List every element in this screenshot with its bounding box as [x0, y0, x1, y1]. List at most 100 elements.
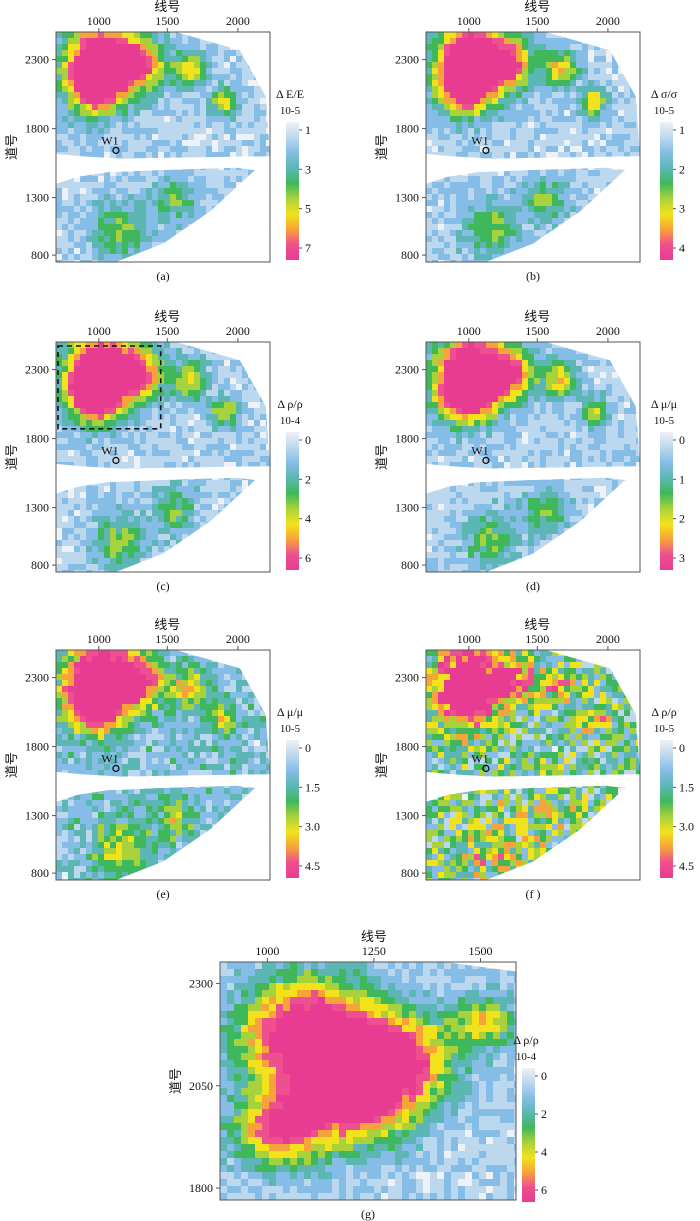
y-tick-label: 1800 [25, 740, 49, 754]
panel-caption: (c) [156, 579, 169, 593]
panel-e-heatmap [56, 650, 272, 884]
x-tick-label: 1500 [525, 14, 549, 28]
colorbar-exponent: 10-5 [280, 723, 301, 735]
y-tick-label: 2050 [189, 1079, 213, 1093]
colorbar [522, 1068, 535, 1202]
x-tick-label: 1000 [255, 944, 279, 958]
x-tick-label: 1000 [457, 632, 481, 646]
colorbar-tick-label: 0 [541, 1069, 547, 1083]
colorbar-tick-label: 4 [541, 1145, 547, 1159]
x-tick-label: 2000 [226, 14, 250, 28]
colorbar [286, 740, 299, 878]
panel-caption: (a) [156, 269, 169, 283]
colorbar [286, 432, 299, 570]
well-label: W1 [101, 443, 118, 457]
y-tick-label: 2300 [25, 53, 49, 67]
colorbar-tick-label: 4 [679, 241, 685, 255]
colorbar-tick-label: 3 [679, 551, 685, 565]
y-tick-label: 1300 [395, 191, 419, 205]
colorbar-tick-label: 3 [305, 162, 311, 176]
y-axis-label: 道号 [374, 134, 389, 160]
well-label: W1 [101, 133, 118, 147]
x-axis-label: 线号 [154, 0, 180, 14]
y-tick-label: 1300 [395, 501, 419, 515]
y-axis-label: 道号 [168, 1068, 183, 1094]
x-axis-label: 线号 [524, 617, 550, 632]
panel-d-heatmap [426, 342, 642, 576]
y-tick-label: 1800 [395, 740, 419, 754]
x-tick-label: 1500 [155, 14, 179, 28]
colorbar-tick-label: 3.0 [305, 820, 320, 834]
x-axis-label: 线号 [154, 309, 180, 324]
panel-a-heatmap [56, 32, 272, 266]
colorbar-tick-label: 1 [679, 472, 685, 486]
well-label: W1 [101, 751, 118, 765]
colorbar-title: Δ ρ/ρ [277, 397, 302, 411]
colorbar-tick-label: 0 [305, 433, 311, 447]
y-tick-label: 800 [31, 866, 49, 880]
x-tick-label: 1500 [525, 324, 549, 338]
colorbar-tick-label: 1 [305, 123, 311, 137]
y-tick-label: 2300 [395, 671, 419, 685]
colorbar-tick-label: 2 [305, 472, 311, 486]
x-tick-label: 2000 [596, 324, 620, 338]
y-axis-label: 道号 [374, 444, 389, 470]
y-tick-label: 2300 [395, 53, 419, 67]
x-axis-label: 线号 [154, 617, 180, 632]
colorbar-tick-label: 6 [541, 1183, 547, 1197]
panel-caption: (e) [156, 887, 169, 901]
colorbar-title: Δ E/E [276, 87, 304, 101]
colorbar-title: Δ σ/σ [651, 87, 678, 101]
y-tick-label: 1800 [189, 1181, 213, 1195]
y-tick-label: 1800 [395, 432, 419, 446]
colorbar-tick-label: 2 [679, 162, 685, 176]
y-tick-label: 800 [401, 558, 419, 572]
colorbar-tick-label: 4.5 [305, 859, 320, 873]
panel-caption: (d) [526, 579, 540, 593]
x-tick-label: 1000 [457, 14, 481, 28]
y-tick-label: 800 [401, 866, 419, 880]
colorbar-tick-label: 1 [679, 123, 685, 137]
y-tick-label: 800 [31, 248, 49, 262]
y-tick-label: 800 [31, 558, 49, 572]
colorbar-tick-label: 3.0 [679, 820, 694, 834]
y-tick-label: 2300 [395, 363, 419, 377]
panel-caption: (f ) [526, 887, 541, 901]
x-tick-label: 1000 [87, 324, 111, 338]
colorbar-title: Δ ρ/ρ [651, 705, 676, 719]
colorbar [660, 740, 673, 878]
colorbar-exponent: 10-5 [654, 415, 675, 427]
panel-b-heatmap [426, 32, 642, 266]
well-label: W1 [471, 751, 488, 765]
x-tick-label: 1000 [87, 14, 111, 28]
colorbar-exponent: 10-5 [280, 105, 301, 117]
colorbar-tick-label: 4 [305, 512, 311, 526]
colorbar-tick-label: 2 [679, 512, 685, 526]
colorbar-tick-label: 0 [679, 433, 685, 447]
y-tick-label: 1300 [25, 191, 49, 205]
y-axis-label: 道号 [374, 752, 389, 778]
panel-caption: (g) [361, 1207, 375, 1221]
colorbar-tick-label: 2 [541, 1107, 547, 1121]
y-axis-label: 道号 [4, 444, 19, 470]
y-tick-label: 1300 [25, 809, 49, 823]
colorbar-tick-label: 7 [305, 241, 311, 255]
x-tick-label: 2000 [226, 324, 250, 338]
panel-f-heatmap [426, 650, 642, 884]
colorbar-tick-label: 0 [679, 741, 685, 755]
colorbar-title: Δ ρ/ρ [513, 1033, 538, 1047]
y-tick-label: 2300 [25, 671, 49, 685]
colorbar-exponent: 10-5 [654, 105, 675, 117]
colorbar-exponent: 10-5 [654, 723, 675, 735]
colorbar-title: Δ μ/μ [277, 705, 303, 719]
colorbar-tick-label: 5 [305, 202, 311, 216]
colorbar [660, 432, 673, 570]
